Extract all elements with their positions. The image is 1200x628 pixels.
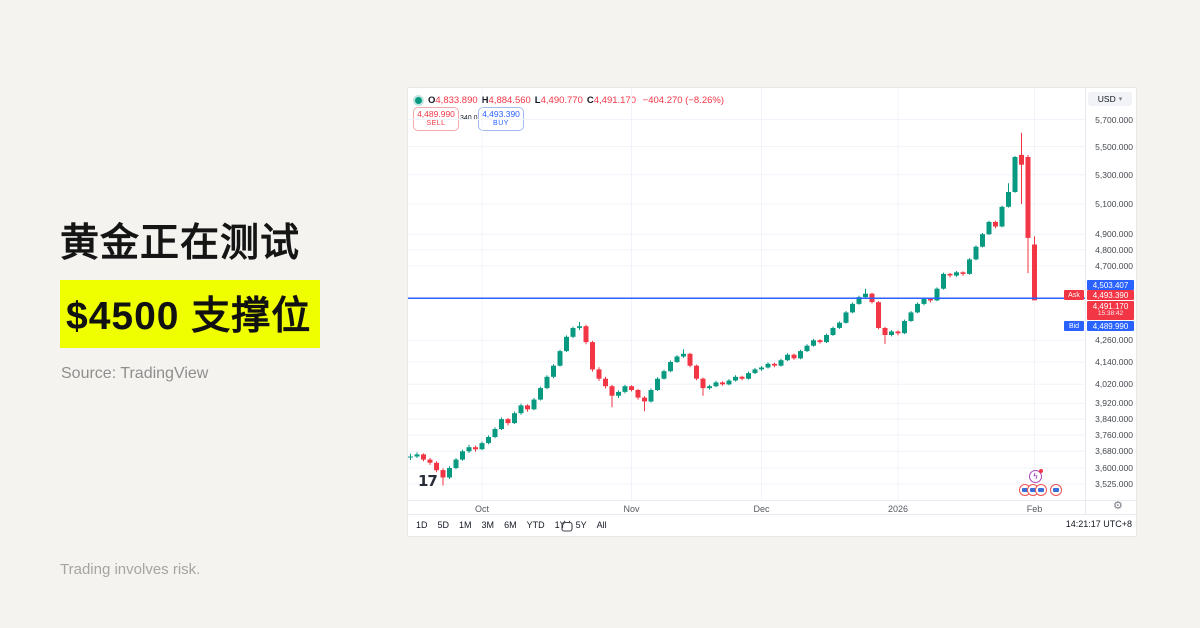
headline: 黄金正在测试 $4500 支撑位 xyxy=(60,212,321,348)
price-axis-tick: 4,140.000 xyxy=(1095,357,1133,367)
change-value: −404.270 (−8.26%) xyxy=(642,95,724,106)
range-button-1M[interactable]: 1M xyxy=(459,520,472,530)
headline-line1: 黄金正在测试 xyxy=(60,222,301,265)
time-axis-label: Feb xyxy=(1026,504,1043,514)
spread-value: 340.0 xyxy=(460,115,478,122)
ohlc-value: 4,884.560 xyxy=(488,95,531,106)
price-axis-divider xyxy=(1085,88,1086,514)
price-axis-tick: 4,260.000 xyxy=(1095,335,1133,346)
candlestick-plot[interactable] xyxy=(408,88,1085,500)
go-to-date-calendar-icon[interactable] xyxy=(561,519,573,537)
streaming-bolt-icon[interactable]: ϟ xyxy=(1029,469,1043,483)
support-line-price-label: 4,503.407 xyxy=(1087,280,1134,290)
chart-panel: O4,833.890 H4,884.560 L4,490.770 C4,491.170… xyxy=(408,88,1136,536)
gear-icon[interactable]: ⚙ xyxy=(1113,500,1123,512)
buy-price: 4,493.390 xyxy=(482,109,520,120)
price-axis-tick: 5,700.000 xyxy=(1095,114,1133,125)
price-axis-tick: 4,900.000 xyxy=(1095,229,1133,240)
event-flag-icon[interactable] xyxy=(1050,484,1062,496)
event-markers[interactable] xyxy=(1019,484,1062,496)
price-axis-tick: 4,020.000 xyxy=(1095,379,1133,390)
toolbar-divider xyxy=(408,514,1136,515)
ohlc-letter: O xyxy=(428,95,436,106)
ohlc-value: 4,491.170 xyxy=(593,95,637,106)
ohlc-letter: C xyxy=(586,95,594,106)
price-axis-tick: 3,840.000 xyxy=(1095,414,1133,425)
currency-dropdown[interactable]: USD ▾ xyxy=(1088,92,1132,106)
sell-price: 4,489.990 xyxy=(417,109,455,120)
price-axis-tick: 4,800.000 xyxy=(1095,244,1133,255)
range-button-All[interactable]: All xyxy=(596,520,607,530)
bid-tag: Bid xyxy=(1064,321,1084,331)
range-button-YTD[interactable]: YTD xyxy=(526,520,545,530)
range-button-5Y[interactable]: 5Y xyxy=(575,520,587,530)
range-button-6M[interactable]: 6M xyxy=(504,520,517,530)
headline-line2-highlighted: $4500 支撑位 xyxy=(60,280,321,348)
ask-tag: Ask xyxy=(1064,290,1084,300)
bid-price-label: 4,489.990 xyxy=(1087,321,1134,331)
time-axis-label: Oct xyxy=(474,504,489,514)
currency-label: USD xyxy=(1097,94,1116,104)
ask-price-label: 4,493.390 xyxy=(1087,290,1134,300)
sell-label: SELL xyxy=(426,119,446,127)
clock-timestamp: 14:21:17 UTC+8 xyxy=(1065,519,1132,529)
time-axis-label: Nov xyxy=(623,504,640,514)
price-axis-tick: 3,920.000 xyxy=(1095,398,1133,409)
last-price-value: 4,491.170 xyxy=(1092,301,1129,311)
ohlc-header: O4,833.890 H4,884.560 L4,490.770 C4,491.170… xyxy=(428,95,724,106)
ohlc-value: 4,490.770 xyxy=(540,95,583,106)
market-status-dot-icon xyxy=(415,97,422,104)
range-button-1D[interactable]: 1D xyxy=(416,520,428,530)
time-axis-label: Dec xyxy=(753,504,770,514)
range-button-5D[interactable]: 5D xyxy=(437,520,450,530)
price-axis-tick: 4,700.000 xyxy=(1095,260,1133,271)
range-button-1Y[interactable]: 1Y xyxy=(554,520,566,530)
time-axis-label: 2026 xyxy=(887,504,909,514)
price-axis-tick: 5,500.000 xyxy=(1095,141,1133,152)
ohlc-letter: L xyxy=(534,95,541,106)
event-flag-icon[interactable] xyxy=(1035,484,1047,496)
price-axis-tick: 3,600.000 xyxy=(1095,463,1133,473)
risk-disclaimer: Trading involves risk. xyxy=(60,561,201,578)
ohlc-letter: H xyxy=(481,95,489,106)
price-axis-tick: 3,680.000 xyxy=(1095,446,1133,457)
buy-label: BUY xyxy=(493,119,509,127)
bar-countdown: 15:38:42 xyxy=(1097,310,1124,318)
last-price-label: 4,491.170 15:38:42 xyxy=(1087,301,1134,320)
price-axis-tick: 5,100.000 xyxy=(1095,198,1133,209)
chevron-down-icon: ▾ xyxy=(1118,96,1123,103)
tradingview-logo[interactable]: 17 xyxy=(418,472,438,490)
ohlc-value: 4,833.890 xyxy=(435,95,478,106)
notification-dot xyxy=(1039,469,1043,473)
source-credit: Source: TradingView xyxy=(61,365,209,382)
price-axis-tick: 5,300.000 xyxy=(1095,169,1133,180)
price-axis-tick: 3,525.000 xyxy=(1095,478,1133,489)
range-button-3M[interactable]: 3M xyxy=(481,520,495,530)
time-axis-divider xyxy=(408,500,1136,501)
date-range-toolbar: 1D 5D 1M 3M 6M YTD 1Y 5Y All xyxy=(416,516,607,534)
price-axis-tick: 3,760.000 xyxy=(1095,430,1133,441)
